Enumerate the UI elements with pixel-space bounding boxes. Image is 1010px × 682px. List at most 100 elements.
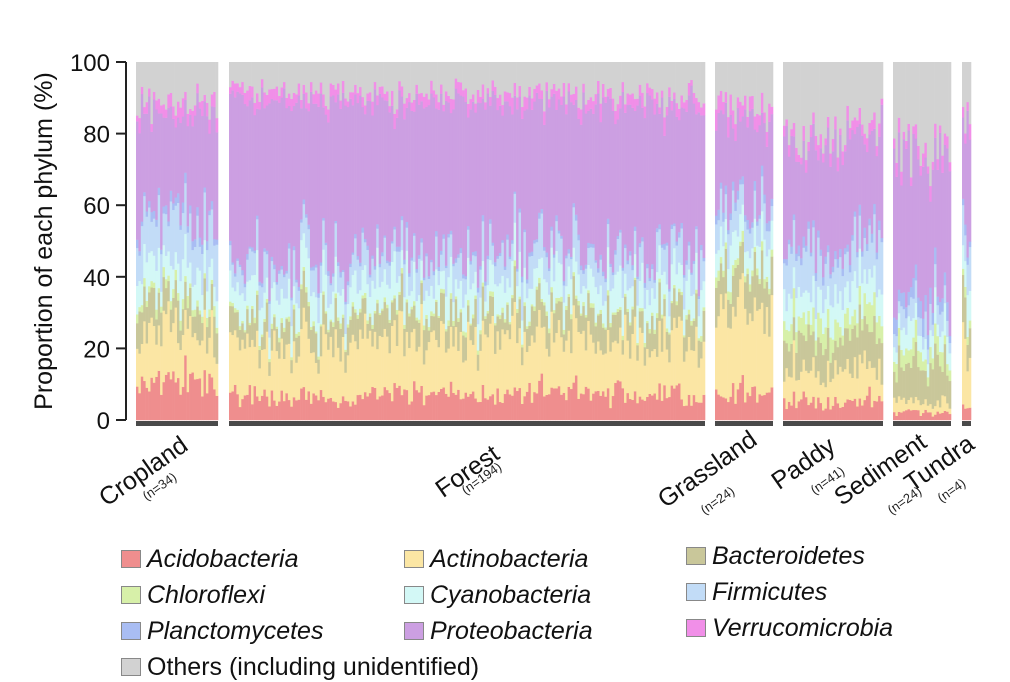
bar-segment — [528, 86, 532, 96]
bar-segment — [530, 98, 534, 110]
bar-segment — [213, 91, 216, 108]
bar-segment — [941, 311, 945, 332]
bar-segment — [900, 329, 903, 350]
bar-segment — [628, 358, 632, 400]
bar-segment — [449, 292, 453, 299]
bar-segment — [324, 402, 328, 421]
bar-segment — [469, 323, 473, 326]
bar-segment — [268, 303, 272, 338]
bar-segment — [873, 214, 876, 266]
bar-segment — [530, 109, 534, 252]
y-tick-label: 60 — [83, 193, 110, 220]
bar-segment — [373, 89, 377, 267]
bar-segment — [148, 252, 151, 287]
bar-segment — [822, 277, 825, 286]
bar-segment — [964, 62, 967, 134]
bar-segment — [678, 288, 681, 293]
bar-segment — [931, 324, 935, 337]
bar-segment — [804, 62, 808, 161]
bar-segment — [611, 274, 615, 289]
bar-segment — [516, 109, 519, 269]
bar-segment — [292, 246, 296, 251]
bar-segment — [751, 320, 754, 388]
bar-segment — [393, 298, 397, 321]
bar-segment — [437, 109, 441, 267]
bar-segment — [795, 331, 798, 353]
bar-segment — [498, 62, 502, 95]
bar-segment — [420, 280, 424, 284]
bar-segment — [785, 408, 789, 421]
bar-segment — [658, 282, 662, 321]
bar-segment — [895, 352, 899, 365]
bar-segment — [744, 282, 747, 309]
bar-segment — [567, 266, 571, 295]
bar-segment — [631, 93, 635, 108]
bar-segment — [351, 306, 355, 335]
bar-segment — [292, 397, 296, 421]
bar-segment — [592, 307, 595, 343]
bar-segment — [210, 200, 214, 210]
bar-segment — [807, 62, 811, 142]
bar-segment — [651, 268, 654, 289]
bar-segment — [167, 94, 171, 109]
bar-segment — [425, 395, 429, 421]
bar-segment — [543, 279, 546, 303]
bar-segment — [800, 317, 803, 333]
bar-segment — [196, 215, 199, 268]
bar-segment — [592, 276, 595, 304]
bar-segment — [378, 62, 382, 87]
bar-segment — [388, 288, 392, 320]
bar-segment — [430, 311, 433, 317]
bar-segment — [582, 305, 586, 331]
bar-segment — [753, 180, 757, 191]
bar-segment — [427, 330, 431, 343]
bar-segment — [809, 136, 813, 253]
bar-segment — [184, 91, 187, 101]
bar-segment — [846, 307, 850, 329]
bar-segment — [792, 288, 796, 318]
bar-segment — [312, 352, 316, 394]
bar-segment — [155, 376, 158, 421]
bar-segment — [697, 62, 701, 103]
bar-segment — [498, 252, 502, 257]
bar-segment — [819, 255, 823, 290]
legend-swatch — [686, 547, 706, 565]
bar-segment — [427, 278, 431, 297]
bar-segment — [597, 80, 600, 94]
bar-segment — [804, 397, 808, 421]
bar-segment — [807, 228, 811, 293]
bar-segment — [307, 301, 311, 307]
bar-segment — [836, 322, 840, 348]
bar-segment — [567, 62, 571, 84]
bar-segment — [457, 257, 460, 289]
bar-segment — [929, 287, 932, 304]
bar-segment — [751, 222, 754, 228]
bar-segment — [804, 172, 808, 246]
bar-segment — [839, 134, 842, 249]
bar-segment — [435, 394, 438, 421]
bar-segment — [685, 264, 689, 281]
bar-segment — [547, 62, 551, 100]
bar-segment — [770, 205, 774, 221]
bar-segment — [543, 302, 546, 306]
bar-segment — [491, 315, 495, 395]
bar-segment — [843, 62, 847, 146]
bar-segment — [533, 243, 536, 269]
bar-segment — [469, 62, 473, 100]
bar-segment — [420, 385, 424, 421]
bar-segment — [926, 166, 930, 174]
bar-segment — [824, 299, 828, 328]
bar-segment — [174, 279, 178, 308]
bar-segment — [302, 84, 306, 94]
bar-segment — [597, 315, 600, 342]
bar-segment — [186, 126, 190, 227]
bar-segment — [349, 62, 352, 93]
bar-segment — [848, 302, 852, 325]
bar-segment — [506, 101, 510, 235]
bar-segment — [917, 145, 920, 160]
bar-segment — [205, 317, 209, 328]
bar-segment — [824, 145, 828, 257]
bar-segment — [349, 316, 352, 320]
bar-segment — [366, 93, 370, 101]
bar-segment — [383, 235, 387, 238]
